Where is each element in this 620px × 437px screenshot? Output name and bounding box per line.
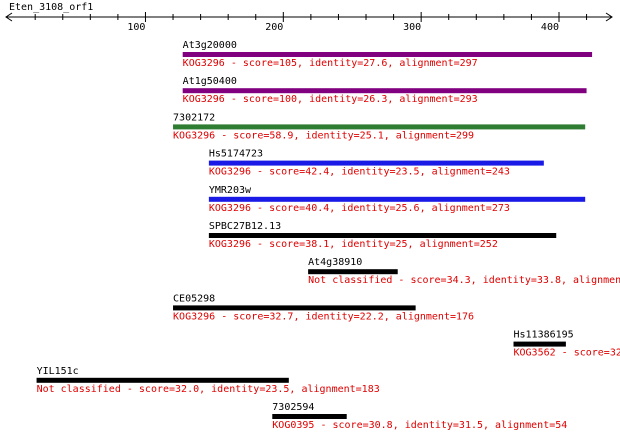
- hit-bar: [208, 160, 544, 166]
- hit-bar: [208, 233, 557, 238]
- hit-name: At3g20000: [183, 40, 237, 51]
- hit-bar: [272, 414, 347, 419]
- hit-bar: [182, 88, 587, 94]
- hit-description: Not classified - score=34.3, identity=33…: [308, 275, 620, 286]
- hit-name: 7302172: [173, 112, 215, 123]
- hit-name: 7302594: [272, 402, 314, 413]
- hit-name: At4g38910: [308, 257, 362, 268]
- hit-bar: [513, 341, 566, 347]
- hit-bar: [36, 377, 289, 383]
- hit-description: KOG3296 - score=58.9, identity=25.1, ali…: [173, 130, 474, 141]
- hit-name: YIL151c: [37, 366, 79, 377]
- hit-description: KOG3296 - score=32.7, identity=22.2, ali…: [173, 311, 474, 322]
- x-tick-label: 200: [265, 22, 283, 33]
- hit-bar: [208, 196, 586, 202]
- hit-name: Hs5174723: [209, 149, 263, 160]
- hit-name: YMR203w: [209, 185, 252, 196]
- hit-bar: [308, 269, 398, 275]
- hit-description: KOG3296 - score=40.4, identity=25.6, ali…: [209, 203, 510, 214]
- axis-arrow: [605, 12, 613, 22]
- hit-description: Not classified - score=32.0, identity=23…: [37, 384, 380, 395]
- hit-description: KOG0395 - score=30.8, identity=31.5, ali…: [272, 420, 567, 431]
- hit-bar: [173, 305, 416, 311]
- chart-title: Eten_3108_orf1: [9, 2, 93, 13]
- hit-bar: [173, 124, 586, 130]
- axis-arrow: [5, 12, 13, 22]
- hit-description: KOG3296 - score=42.4, identity=23.5, ali…: [209, 167, 510, 178]
- hit-description: KOG3562 - score=32: [514, 348, 620, 359]
- hit-name: SPBC27B12.13: [209, 221, 281, 232]
- x-tick-label: 400: [541, 22, 559, 33]
- hit-name: At1g50400: [183, 76, 237, 87]
- hit-name: CE05298: [173, 293, 215, 304]
- hit-description: KOG3296 - score=100, identity=26.3, alig…: [183, 94, 478, 105]
- hit-name: Hs11386195: [514, 330, 574, 341]
- x-tick-label: 300: [403, 22, 421, 33]
- x-tick-label: 100: [127, 22, 145, 33]
- hit-description: KOG3296 - score=38.1, identity=25, align…: [209, 239, 498, 250]
- hit-bar: [182, 52, 593, 57]
- hit-description: KOG3296 - score=105, identity=27.6, alig…: [183, 58, 478, 69]
